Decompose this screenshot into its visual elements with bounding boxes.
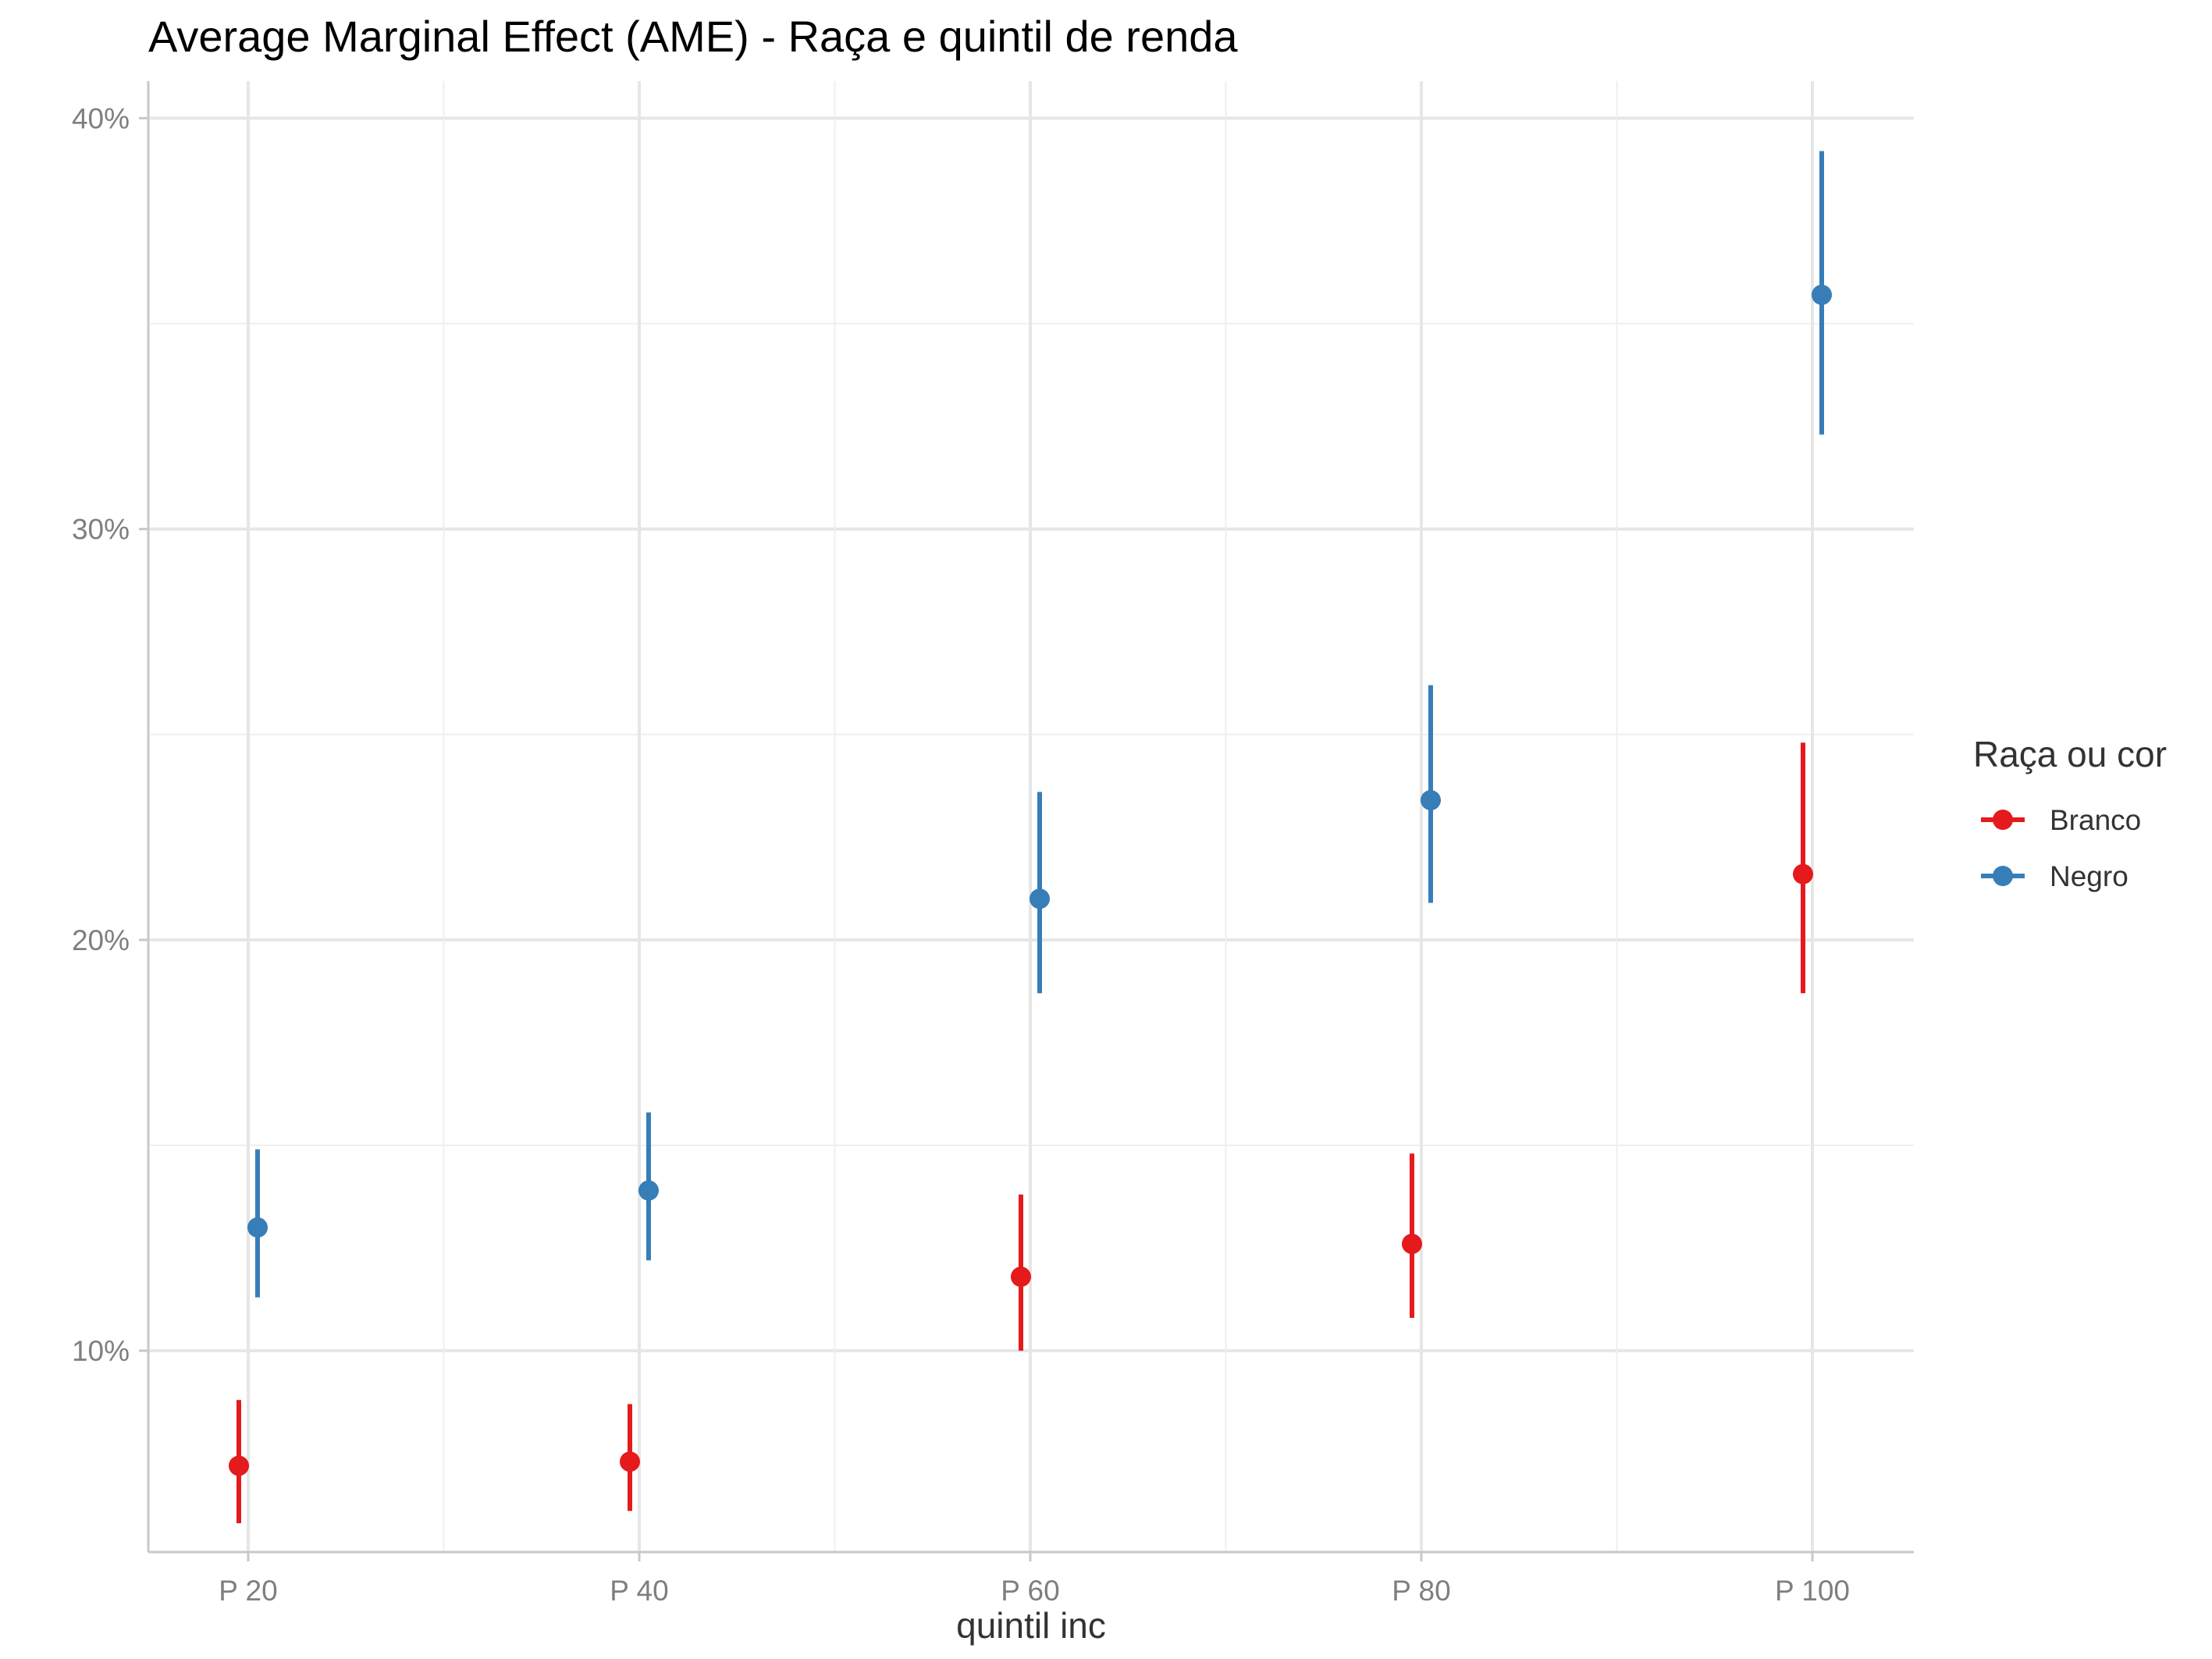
chart-title: Average Marginal Effect (AME) - Raça e q…: [148, 12, 1238, 61]
y-tick-label: 20%: [72, 924, 130, 956]
x-tick-label: P 40: [610, 1575, 668, 1607]
x-tick-label: P 80: [1392, 1575, 1450, 1607]
legend-label-negro: Negro: [2050, 860, 2128, 892]
point-negro: [247, 1217, 268, 1238]
y-tick-label: 40%: [72, 102, 130, 134]
legend-label-branco: Branco: [2050, 804, 2141, 836]
y-tick-label: 30%: [72, 514, 130, 546]
grid: [148, 81, 1914, 1552]
point-branco: [229, 1455, 249, 1476]
point-negro: [638, 1180, 659, 1201]
point-negro: [1812, 284, 1832, 305]
point-branco: [1793, 863, 1813, 885]
x-tick-label: P 100: [1775, 1575, 1850, 1607]
point-negro: [1421, 789, 1441, 810]
legend-title: Raça ou cor: [1973, 734, 2167, 774]
plot-marks: [229, 151, 1832, 1524]
point-branco: [1011, 1266, 1031, 1287]
x-tick-label: P 20: [219, 1575, 277, 1607]
legend-key-point-branco: [1993, 810, 2013, 830]
x-tick-label: P 60: [1001, 1575, 1059, 1607]
y-tick-label: 10%: [72, 1335, 130, 1367]
point-branco: [620, 1451, 640, 1472]
legend-items: Branco Negro: [1981, 804, 2141, 892]
point-branco: [1402, 1234, 1422, 1255]
x-axis-title: quintil inc: [956, 1605, 1106, 1646]
legend: Raça ou cor Branco Negro: [1973, 734, 2167, 892]
axes: 10% 20% 30% 40% P 20 P 40 P 60 P 80 P 100: [72, 81, 1914, 1607]
point-negro: [1030, 888, 1050, 910]
legend-key-point-negro: [1993, 866, 2013, 886]
